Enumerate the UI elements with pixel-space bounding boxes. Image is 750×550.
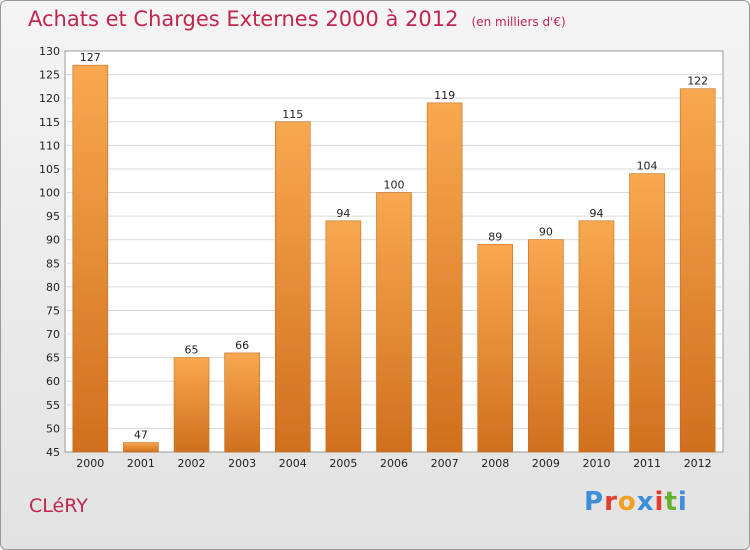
bar-2003 [224, 352, 260, 453]
commune-name: CLéRY [29, 495, 88, 517]
bar-2012 [679, 88, 716, 453]
logo-letter: r [604, 487, 618, 517]
chart-subtitle: (en milliers d'€) [471, 15, 566, 29]
bar-2011 [629, 173, 665, 453]
x-tick-label: 2012 [684, 457, 712, 470]
y-tick-label: 80 [46, 281, 60, 294]
bar-2009 [528, 239, 564, 453]
y-tick-label: 110 [39, 139, 60, 152]
y-tick-label: 100 [39, 187, 60, 200]
y-tick-label: 125 [39, 69, 60, 82]
data-label-2007: 119 [434, 89, 455, 102]
x-tick-label: 2001 [127, 457, 155, 470]
logo-letter: i [654, 487, 665, 517]
data-label-2000: 127 [80, 51, 101, 64]
data-label-2009: 90 [539, 226, 553, 239]
x-tick-label: 2008 [481, 457, 509, 470]
x-tick-label: 2002 [178, 457, 206, 470]
x-tick-label: 2005 [329, 457, 357, 470]
data-label-2008: 89 [488, 230, 502, 243]
y-tick-label: 95 [46, 210, 60, 223]
x-tick-label: 2007 [431, 457, 459, 470]
y-tick-label: 45 [46, 446, 60, 459]
data-label-2004: 115 [282, 108, 303, 121]
data-label-2005: 94 [336, 207, 350, 220]
logo-letter: x [636, 487, 655, 517]
chart-title: Achats et Charges Externes 2000 à 2012 [28, 7, 459, 31]
logo-letter: i [677, 487, 688, 517]
logo-letter: t [664, 487, 678, 517]
y-tick-label: 105 [39, 163, 60, 176]
y-tick-label: 75 [46, 304, 60, 317]
x-tick-label: 2000 [76, 457, 104, 470]
x-tick-label: 2009 [532, 457, 560, 470]
bar-2001 [123, 442, 159, 453]
y-tick-label: 55 [46, 399, 60, 412]
bar-2010 [578, 220, 615, 453]
y-tick-label: 85 [46, 257, 60, 270]
y-tick-label: 50 [46, 422, 60, 435]
data-label-2006: 100 [384, 179, 405, 192]
bar-2000 [72, 64, 109, 453]
chart-header: Achats et Charges Externes 2000 à 2012 (… [28, 7, 566, 31]
data-label-2010: 94 [589, 207, 603, 220]
bar-2006 [376, 192, 412, 453]
data-label-2012: 122 [687, 75, 708, 88]
bar-2008 [477, 244, 514, 453]
data-label-2002: 65 [185, 344, 199, 357]
y-tick-label: 70 [46, 328, 60, 341]
x-tick-label: 2006 [380, 457, 408, 470]
x-tick-label: 2004 [279, 457, 307, 470]
y-tick-label: 130 [39, 45, 60, 58]
x-tick-label: 2011 [633, 457, 661, 470]
logo-letter: P [584, 487, 605, 517]
data-label-2003: 66 [235, 339, 249, 352]
proxiti-logo: Proxiti [584, 487, 688, 517]
bar-2004 [274, 121, 311, 453]
logo-letter: o [617, 487, 637, 517]
x-tick-label: 2003 [228, 457, 256, 470]
data-label-2001: 47 [134, 429, 148, 442]
data-label-2011: 104 [637, 160, 658, 173]
y-tick-label: 60 [46, 375, 60, 388]
bar-2007 [426, 102, 463, 453]
bar-2002 [173, 357, 210, 453]
bar-2005 [325, 220, 362, 453]
x-tick-label: 2010 [582, 457, 610, 470]
y-tick-label: 120 [39, 92, 60, 105]
y-tick-label: 115 [39, 116, 60, 129]
y-tick-label: 90 [46, 234, 60, 247]
y-tick-label: 65 [46, 352, 60, 365]
